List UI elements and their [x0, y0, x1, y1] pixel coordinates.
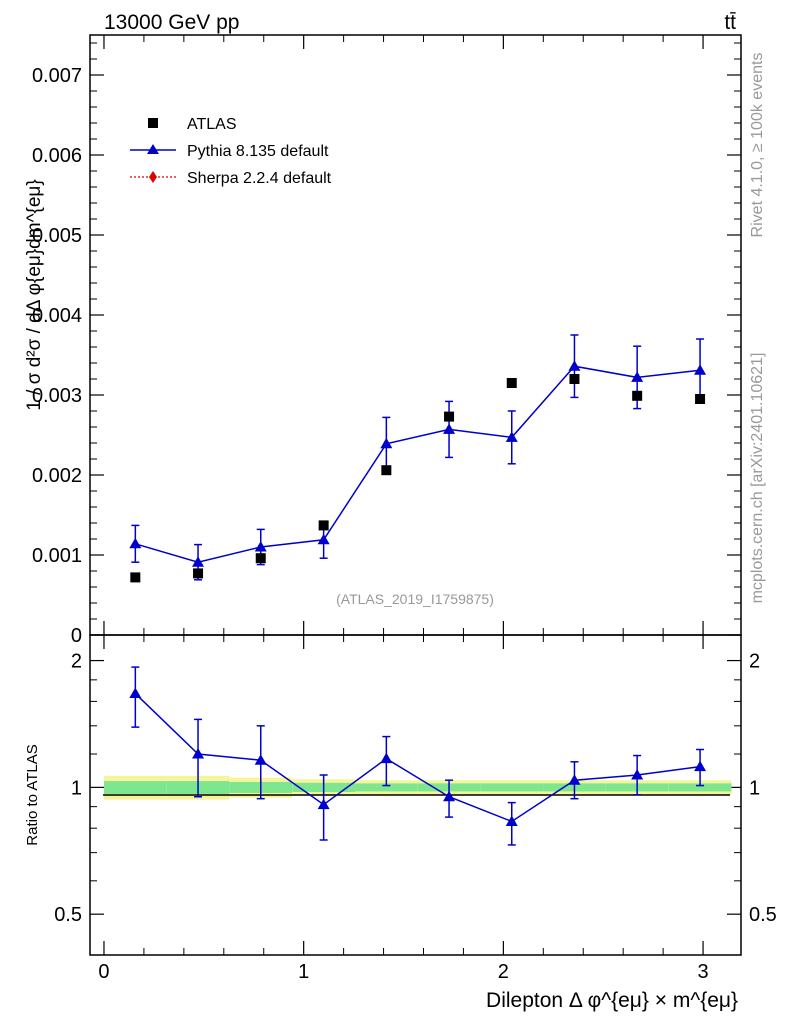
- main-y-tick-label: 0.006: [32, 145, 82, 167]
- x-axis-label: Dilepton Δ φ^{eμ} × m^{eμ}: [486, 989, 738, 1012]
- main-y-tick-label: 0.005: [32, 225, 82, 247]
- ratio-pythia-point: [694, 760, 707, 772]
- ratio-pythia-point: [568, 774, 581, 785]
- ratio-y-tick-label-right: 2: [749, 651, 760, 673]
- x-axis: 0 1 2 3: [98, 35, 709, 983]
- ratio-pythia-point: [192, 748, 205, 759]
- ratio-y-tick-label: 1: [71, 777, 82, 799]
- process-label: tt̄: [724, 11, 736, 34]
- atlas-point: [444, 411, 455, 422]
- main-y-tick-label: 0.002: [32, 465, 82, 487]
- main-y-tick-label: 0.004: [32, 305, 82, 327]
- legend-marker-sherpa: [149, 171, 157, 183]
- ratio-y-tick-label-right: 0.5: [749, 904, 777, 926]
- legend-label-pythia: Pythia 8.135 default: [187, 143, 329, 160]
- pythia-point: [568, 360, 581, 371]
- pythia-point: [631, 371, 644, 382]
- atlas-point: [255, 553, 266, 564]
- pythia-point: [380, 437, 393, 449]
- ratio-y-axis-label: Ratio to ATLAS: [24, 744, 41, 845]
- pythia-point: [192, 556, 205, 567]
- main-y-axis: 0 0.001 0.002 0.003 0.004 0.005 0.006 0.007: [32, 42, 741, 647]
- main-series: [129, 334, 707, 583]
- ratio-pythia-point: [443, 790, 456, 802]
- atlas-point: [318, 520, 329, 531]
- legend: ATLAS Pythia 8.135 default Sherpa 2.2.4 …: [130, 116, 332, 187]
- main-y-tick-label: 0.001: [32, 545, 82, 567]
- ratio-y-tick-label: 0.5: [54, 904, 82, 926]
- energy-label: 13000 GeV pp: [104, 11, 239, 34]
- legend-label-sherpa: Sherpa 2.2.4 default: [187, 170, 332, 187]
- atlas-point: [506, 378, 517, 388]
- ratio-y-tick-label-right: 1: [749, 777, 760, 799]
- ratio-frame: [89, 634, 742, 956]
- ratio-series-pythia: [129, 666, 707, 846]
- atlas-point: [569, 374, 580, 384]
- atlas-point: [381, 465, 392, 476]
- main-y-tick-label: 0.007: [32, 65, 82, 87]
- band-inner-segment: [103, 781, 167, 794]
- pythia-point: [694, 364, 707, 375]
- main-y-tick-label: 0: [71, 625, 82, 647]
- mcplots-label: mcplots.cern.ch [arXiv:2401.10621]: [749, 353, 766, 604]
- pythia-point: [254, 541, 267, 552]
- ratio-pythia-point: [129, 687, 142, 699]
- ratio-y-tick-label: 2: [71, 651, 82, 673]
- analysis-watermark: (ATLAS_2019_I1759875): [336, 591, 494, 607]
- ratio-pythia-line: [134, 693, 701, 823]
- x-tick-label: 1: [298, 961, 309, 983]
- rivet-label: Rivet 4.1.0, ≥ 100k events: [749, 53, 766, 238]
- pythia-point: [317, 533, 330, 545]
- pythia-point: [505, 431, 518, 442]
- pythia-line: [135, 365, 701, 563]
- ratio-pythia-point: [317, 798, 330, 810]
- x-tick-label: 0: [98, 961, 109, 983]
- x-tick-label: 2: [498, 961, 509, 983]
- pythia-point: [129, 537, 142, 549]
- legend-label-atlas: ATLAS: [187, 116, 237, 133]
- band-inner-segment: [480, 783, 544, 792]
- ratio-pythia-point: [380, 752, 393, 764]
- main-y-axis-label: 1 / σ d²σ / dΔ φ{eμ}dm^{eμ}: [24, 179, 45, 410]
- atlas-point: [193, 568, 204, 579]
- ratio-pythia-point: [505, 815, 518, 826]
- ratio-pythia-point: [254, 754, 267, 765]
- band-inner-segment: [668, 783, 732, 792]
- x-tick-label: 3: [697, 961, 708, 983]
- band-inner-segment: [354, 783, 418, 792]
- legend-marker-atlas: [148, 118, 158, 128]
- atlas-point: [632, 390, 643, 401]
- ratio-pythia-point: [631, 768, 644, 780]
- main-y-tick-label: 0.003: [32, 385, 82, 407]
- legend-marker-pythia: [147, 144, 159, 154]
- atlas-point: [695, 394, 706, 404]
- pythia-point: [443, 423, 456, 434]
- atlas-point: [130, 572, 141, 583]
- ratio-y-axis: 0.5 0.5 1 1 2 2: [54, 651, 777, 927]
